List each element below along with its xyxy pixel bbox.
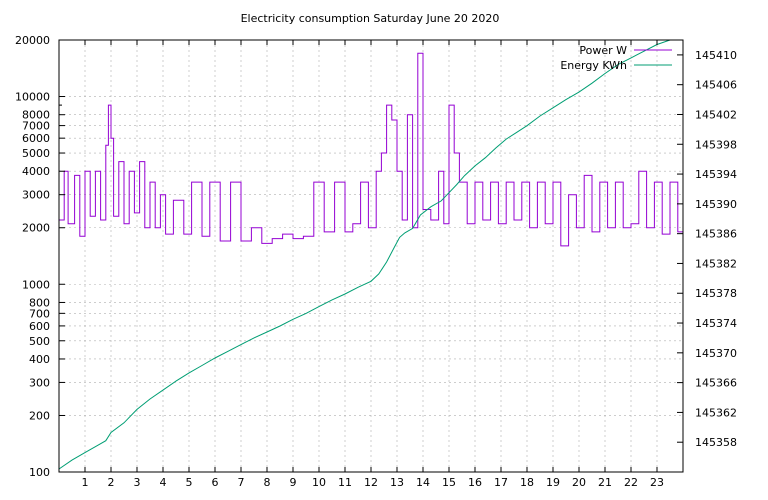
x-tick-label: 13 [390, 476, 404, 489]
y2-tick-label: 145358 [695, 436, 737, 449]
axes: 1 2 3 4 5 6 7 8 9 10 11 12 13 14 15 16 17 18 19 20 21 22 23100… [15, 34, 737, 489]
legend-label: Power W [579, 44, 627, 57]
y2-tick-label: 145402 [695, 108, 737, 121]
y2-tick-label: 145370 [695, 347, 737, 360]
y-tick-label: 4000 [22, 165, 50, 178]
x-tick-label: 10 [312, 476, 326, 489]
y2-tick-label: 145378 [695, 287, 737, 300]
y-tick-label: 2000 [22, 222, 50, 235]
y-tick-label: 200 [29, 409, 50, 422]
x-tick-label: 23 [650, 476, 664, 489]
x-tick-label: 8 [264, 476, 271, 489]
y-tick-label: 10000 [15, 91, 50, 104]
x-tick-label: 11 [338, 476, 352, 489]
series-line-power-w [59, 52, 684, 247]
y-tick-label: 7000 [22, 120, 50, 133]
y-tick-label: 600 [29, 320, 50, 333]
y2-tick-label: 145366 [695, 377, 737, 390]
y-tick-label: 6000 [22, 132, 50, 145]
y-tick-label: 500 [29, 335, 50, 348]
y2-tick-label: 145382 [695, 257, 737, 270]
x-tick-label: 15 [442, 476, 456, 489]
series-layer [58, 39, 684, 470]
grid-lines [59, 39, 683, 473]
x-tick-label: 12 [364, 476, 378, 489]
y2-tick-label: 145398 [695, 138, 737, 151]
y-tick-label: 5000 [22, 147, 50, 160]
y2-tick-label: 145374 [695, 317, 737, 330]
legend: Power W Energy KWh [560, 44, 672, 72]
y-tick-label: 20000 [15, 34, 50, 47]
x-tick-label: 18 [520, 476, 534, 489]
y-tick-label: 1000 [22, 278, 50, 291]
x-tick-label: 19 [546, 476, 560, 489]
y-tick-label: 3000 [22, 189, 50, 202]
x-tick-label: 3 [134, 476, 141, 489]
y2-tick-label: 145390 [695, 198, 737, 211]
y-tick-label: 8000 [22, 109, 50, 122]
chart-title: Electricity consumption Saturday June 20… [241, 12, 500, 25]
y2-tick-label: 145410 [695, 49, 737, 62]
y-tick-label: 300 [29, 376, 50, 389]
x-tick-label: 6 [212, 476, 219, 489]
y2-tick-label: 145394 [695, 168, 737, 181]
y-tick-label: 700 [29, 307, 50, 320]
y-tick-label: 100 [29, 466, 50, 479]
x-tick-label: 4 [160, 476, 167, 489]
x-tick-label: 16 [468, 476, 482, 489]
y2-tick-label: 145406 [695, 79, 737, 92]
y-tick-label: 800 [29, 296, 50, 309]
y2-tick-label: 145386 [695, 228, 737, 241]
x-tick-label: 21 [598, 476, 612, 489]
series-line-energy-kwh [58, 39, 683, 470]
x-tick-label: 20 [572, 476, 586, 489]
x-tick-label: 17 [494, 476, 508, 489]
legend-label: Energy KWh [560, 59, 627, 72]
x-tick-label: 14 [416, 476, 430, 489]
x-tick-label: 22 [624, 476, 638, 489]
y2-tick-label: 145362 [695, 406, 737, 419]
x-tick-label: 5 [186, 476, 193, 489]
y-tick-label: 400 [29, 353, 50, 366]
x-tick-label: 9 [290, 476, 297, 489]
x-tick-label: 7 [238, 476, 245, 489]
x-tick-label: 2 [108, 476, 115, 489]
x-tick-label: 1 [82, 476, 89, 489]
